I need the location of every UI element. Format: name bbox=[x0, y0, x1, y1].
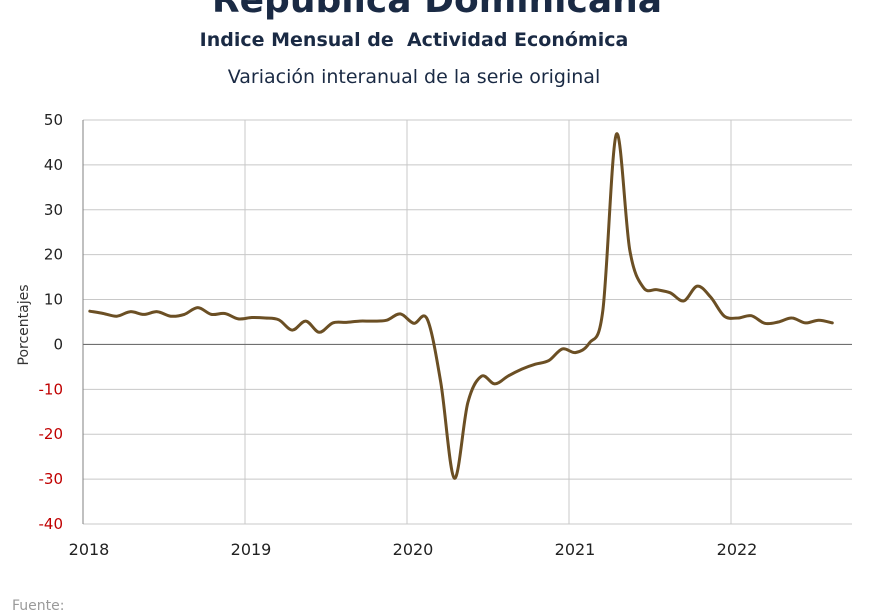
grid-layer bbox=[82, 119, 852, 525]
series-layer bbox=[88, 132, 834, 480]
source-label: Fuente: bbox=[12, 598, 65, 614]
y-tick-label: 40 bbox=[44, 156, 63, 174]
y-tick-label: 10 bbox=[44, 291, 63, 309]
y-tick-label: 50 bbox=[44, 111, 63, 129]
axis-layer bbox=[82, 120, 852, 524]
chart-title: República Dominicana bbox=[211, 0, 663, 21]
y-axis-title: Porcentajes bbox=[16, 284, 32, 365]
x-tick-label: 2019 bbox=[231, 540, 272, 559]
y-tick-label: -20 bbox=[39, 425, 64, 443]
x-tick-label: 2021 bbox=[555, 540, 596, 559]
x-tick-label: 2018 bbox=[69, 540, 110, 559]
chart-subtitle: Indice Mensual de Actividad Económica bbox=[199, 29, 629, 51]
label-layer: -40 -30 -20 -10 0 10 20 30 40 50 2018 2019 2020 2021 2… bbox=[16, 111, 757, 559]
y-tick-label: 20 bbox=[44, 246, 63, 264]
series-line bbox=[88, 132, 834, 480]
y-tick-label: -30 bbox=[39, 470, 64, 488]
x-tick-label: 2022 bbox=[717, 540, 758, 559]
y-tick-label: 30 bbox=[44, 201, 63, 219]
x-tick-label: 2020 bbox=[393, 540, 434, 559]
chart-subtitle-secondary: Variación interanual de la serie origina… bbox=[227, 66, 601, 88]
y-tick-label: -40 bbox=[39, 515, 64, 533]
y-tick-label: -10 bbox=[39, 380, 64, 398]
y-tick-label: 0 bbox=[53, 335, 63, 353]
